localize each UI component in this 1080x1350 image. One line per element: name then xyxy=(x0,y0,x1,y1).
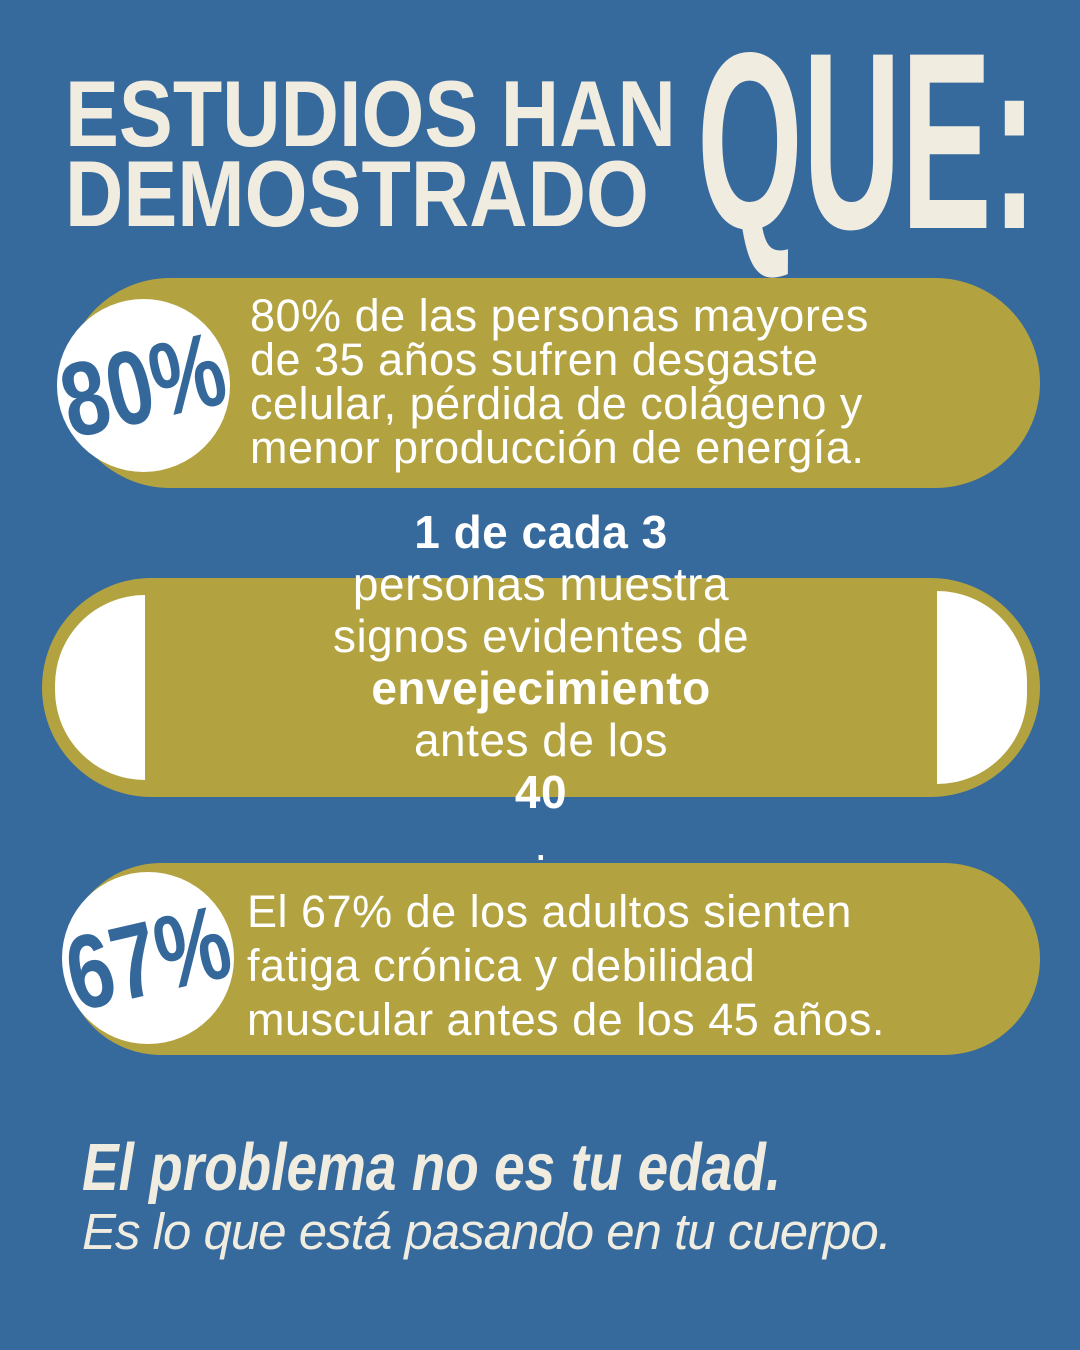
header-emphasis-text: QUE: xyxy=(697,1,1037,282)
stat-card-67-text: El 67% de los adultos sienten fatiga cró… xyxy=(247,885,885,1047)
header-title-line1: ESTUDIOS HAN xyxy=(65,61,676,166)
stat-badge-67-value: 67% xyxy=(54,882,242,1034)
header-title: ESTUDIOS HAN DEMOSTRADO xyxy=(65,61,676,246)
card-text-line: signos evidentes de xyxy=(333,610,749,662)
card-text-segment: envejecimiento xyxy=(371,661,711,714)
card-text-line: celular, pérdida de colágeno y xyxy=(250,378,863,429)
card-text-segment: antes de los xyxy=(413,713,669,766)
card-text-segment: personas muestra xyxy=(352,557,730,610)
card-text-segment: 40 xyxy=(514,765,568,818)
footer-headline: El problema no es tu edad. xyxy=(82,1130,782,1205)
card-text-line: fatiga crónica y debilidad xyxy=(247,940,756,991)
card-text-line: El 67% de los adultos sienten xyxy=(247,886,852,937)
stat-badge-80-circle: 80% xyxy=(50,299,237,472)
card-text-line: 80% de las personas mayores xyxy=(250,290,869,341)
stat-badge-80-value: 80% xyxy=(50,310,237,461)
footer-subline: Es lo que está pasando en tu cuerpo. xyxy=(82,1203,892,1260)
stat-card-1-de-cada-3: 1 de cada 3 personas muestra signos evid… xyxy=(42,506,1040,870)
card-text-line: muscular antes de los 45 años. xyxy=(247,994,885,1045)
card-text-segment: 1 de cada 3 xyxy=(414,505,668,558)
header-emphasis-word: QUE: xyxy=(697,1,1037,282)
card-text-segment: signos evidentes de xyxy=(332,609,750,662)
card-text-segment: . xyxy=(534,817,548,870)
card-text-line: menor producción de energía. xyxy=(250,422,865,473)
card-text-line: de 35 años sufren desgaste xyxy=(250,334,819,385)
stat-card-80: 80% 80% de las personas mayores de 35 añ… xyxy=(50,278,1040,488)
stat-card-1-de-cada-3-text: 1 de cada 3 personas muestra signos evid… xyxy=(42,506,1040,870)
card-text-line: envejecimiento antes de los 40. xyxy=(371,662,710,870)
header-title-line2: DEMOSTRADO xyxy=(65,141,649,246)
stat-card-80-text: 80% de las personas mayores de 35 años s… xyxy=(250,290,869,473)
stat-badge-67-circle: 67% xyxy=(55,872,241,1044)
card-text-line: 1 de cada 3 personas muestra xyxy=(353,506,729,610)
stat-card-67: 67% El 67% de los adultos sienten fatiga… xyxy=(55,863,1040,1055)
